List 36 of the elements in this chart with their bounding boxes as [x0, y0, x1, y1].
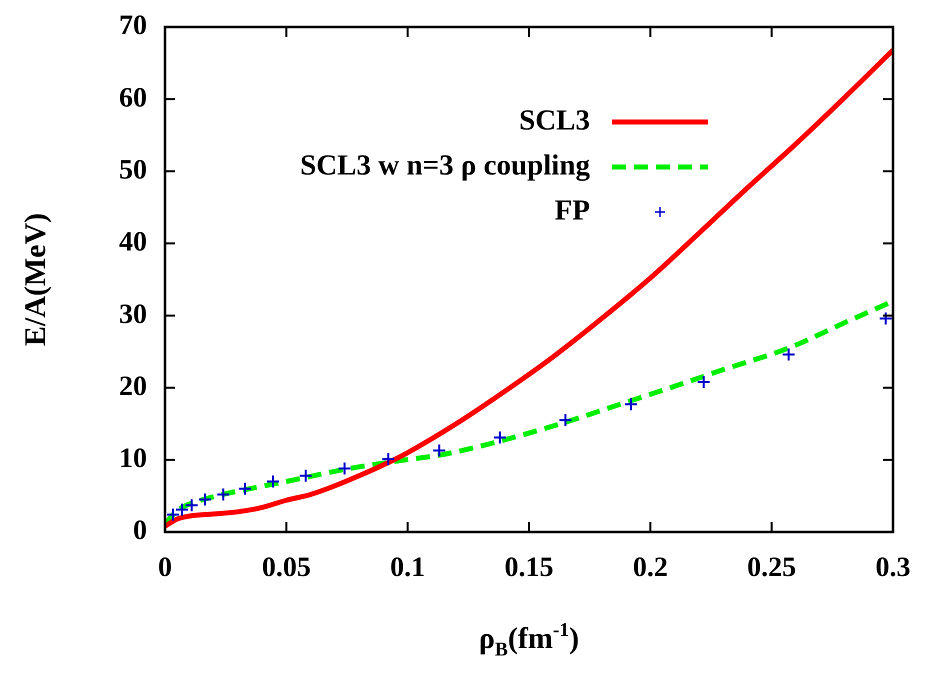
- y-tick-label: 60: [119, 82, 147, 114]
- legend-label: SCL3: [519, 104, 590, 136]
- point: [624, 397, 638, 412]
- y-tick-label: 50: [119, 154, 147, 186]
- y-tick-label: 30: [119, 298, 147, 330]
- x-tick-label: 0.3: [876, 552, 910, 584]
- x-tick-label: 0.25: [747, 552, 796, 584]
- y-axis-title: E/A(MeV): [19, 212, 52, 346]
- x-tick-label: 0.1: [390, 552, 426, 584]
- point: [298, 468, 313, 483]
- point: [184, 498, 199, 512]
- point: [266, 474, 280, 488]
- point: [166, 508, 180, 522]
- y-tick-label: 0: [133, 515, 147, 546]
- point: [338, 462, 352, 476]
- y-tick-label: 40: [119, 226, 147, 258]
- y-tick-label: 70: [119, 10, 147, 42]
- point: [696, 374, 711, 389]
- point: [878, 311, 893, 326]
- y-tick-label: 20: [119, 370, 147, 402]
- point: [216, 487, 230, 502]
- x-tick-label: 0: [158, 552, 172, 584]
- x-tick-label: 0.05: [262, 552, 311, 584]
- x-tick-label: 0.2: [632, 552, 668, 584]
- point: [558, 413, 572, 428]
- point: [381, 452, 396, 466]
- point: [782, 348, 796, 362]
- point: [238, 482, 252, 496]
- point: [174, 502, 189, 517]
- legend-label: SCL3 w n=3 ρ coupling: [300, 149, 590, 182]
- y-tick-label: 10: [119, 443, 147, 474]
- point: [492, 430, 507, 444]
- point: [198, 492, 212, 507]
- x-tick-label: 0.15: [504, 552, 554, 584]
- legend-label: FP: [554, 194, 590, 226]
- point: [432, 443, 446, 458]
